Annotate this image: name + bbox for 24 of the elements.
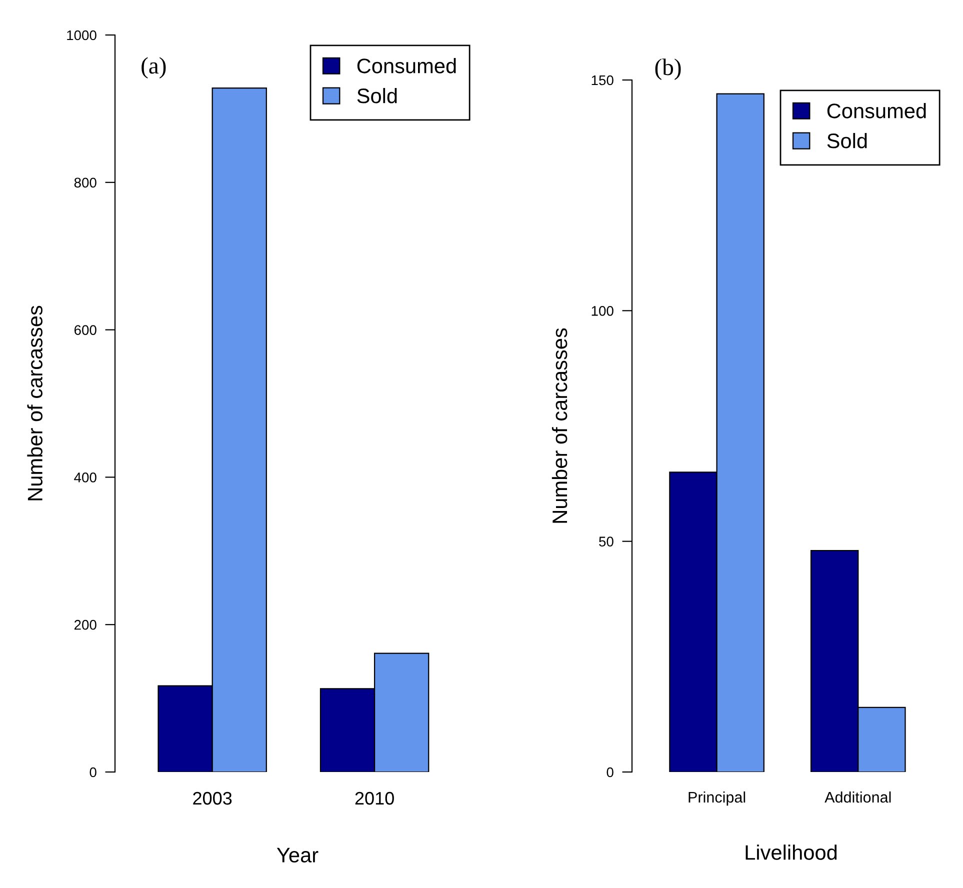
legend-label: Consumed (827, 103, 926, 118)
y-axis-title: Number of carcasses (27, 306, 42, 500)
y-tick-label: 600 (74, 325, 96, 335)
y-tick-label: 200 (74, 620, 96, 630)
x-axis-title: Livelihood (746, 844, 837, 860)
y-tick-label: 150 (592, 75, 614, 86)
x-tick-label: 2010 (355, 792, 394, 805)
x-tick-label: Principal (688, 791, 746, 806)
annotation: (b) (655, 58, 681, 80)
legend-label: Sold (357, 88, 397, 104)
y-tick-label: 400 (74, 472, 96, 482)
y-tick-label: 50 (599, 536, 614, 547)
y-tick-label: 0 (606, 767, 614, 778)
x-tick-label: 2003 (193, 792, 232, 805)
y-tick-label: 100 (592, 306, 614, 316)
y-tick-label: 0 (90, 767, 96, 778)
legend-label: Consumed (357, 58, 456, 74)
annotation: (a) (142, 57, 166, 79)
x-axis-title: Year (276, 848, 318, 862)
x-tick-label: Additional (824, 791, 891, 803)
y-axis-title: Number of carcasses (552, 328, 568, 523)
legend-label: Sold (827, 132, 867, 148)
y-tick-label: 1000 (67, 30, 96, 40)
y-tick-label: 800 (74, 178, 96, 188)
